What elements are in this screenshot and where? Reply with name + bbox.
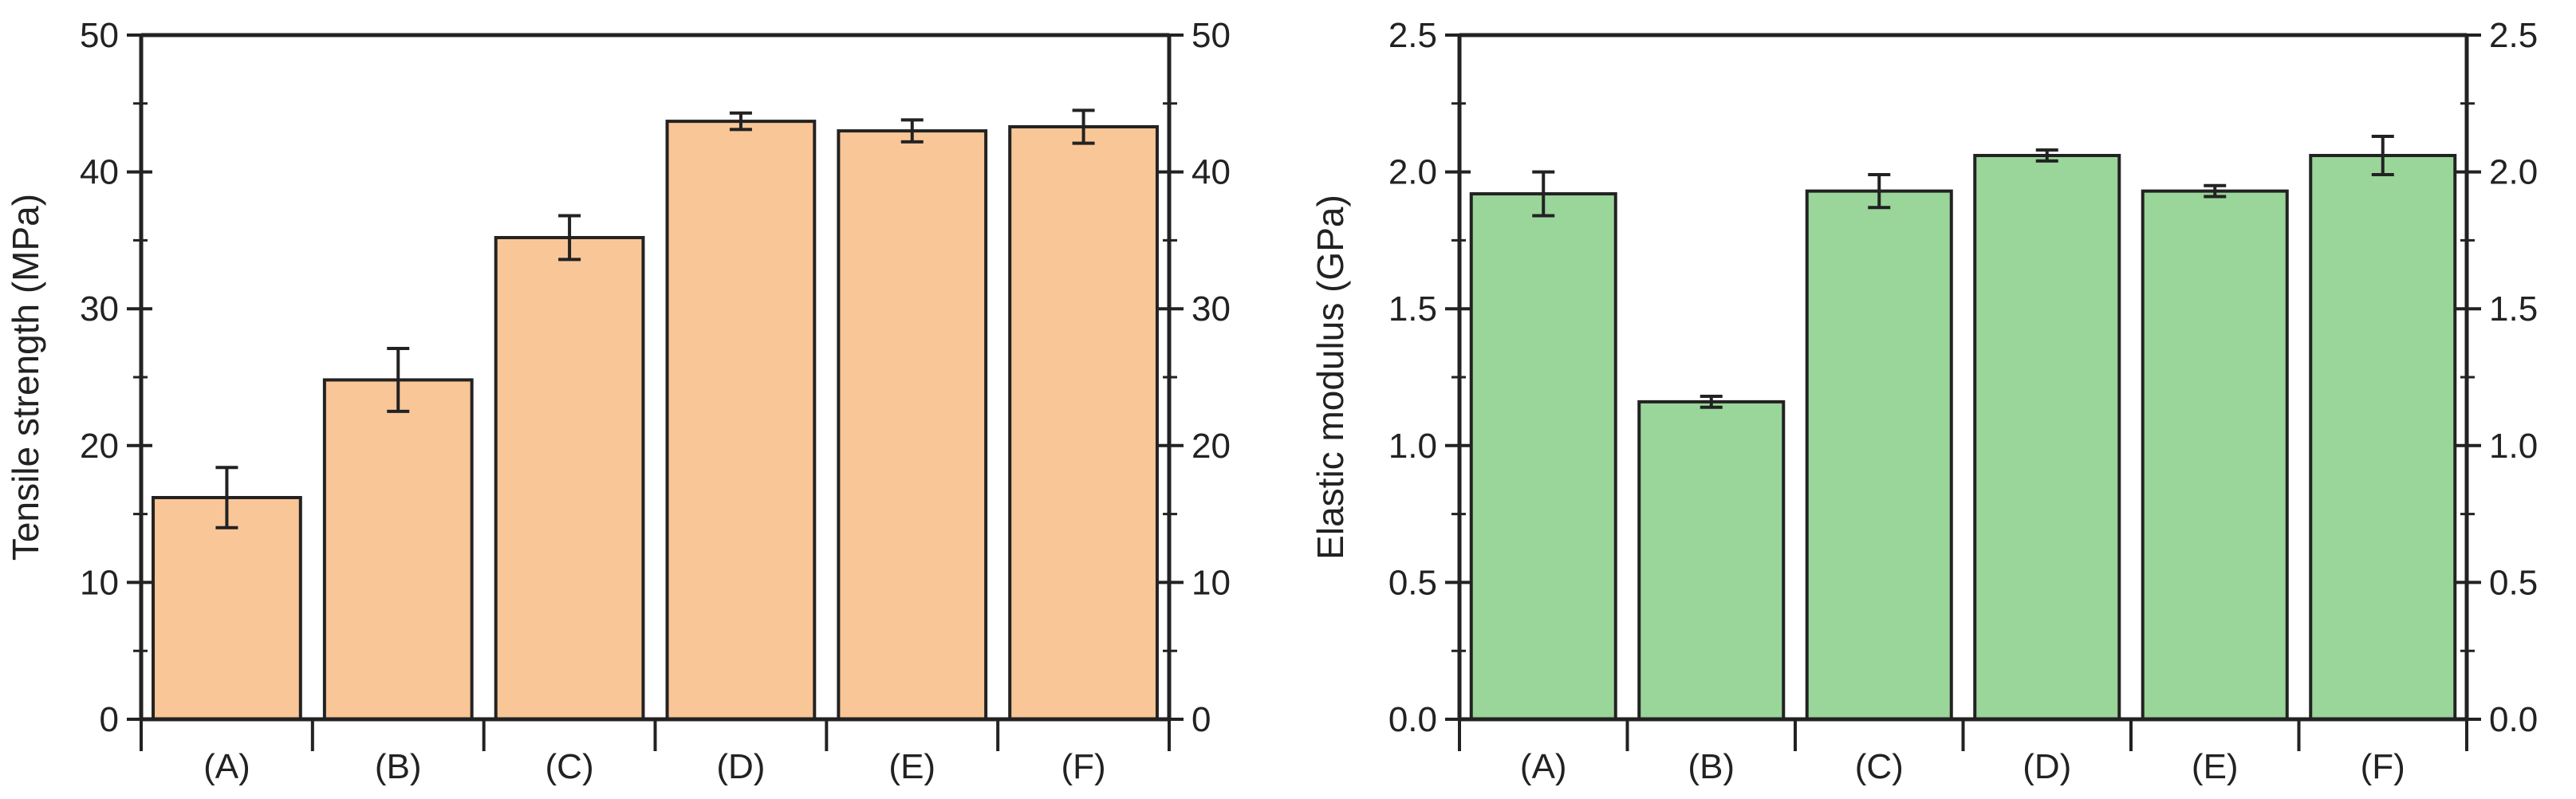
ts-category-label-4: (E) bbox=[888, 747, 935, 786]
em-bar-1 bbox=[1637, 400, 1786, 721]
em-category-label-4: (E) bbox=[2192, 747, 2239, 786]
em-y-tick-label-right-1: 0.5 bbox=[2489, 563, 2538, 602]
em-y-axis-title: Elastic modulus (GPa) bbox=[1310, 195, 1351, 560]
ts-error-bar-0 bbox=[215, 466, 238, 529]
em-error-bar-4 bbox=[2204, 183, 2227, 199]
em-category-label-5: (F) bbox=[2361, 747, 2405, 786]
ts-y-tick-label-left-2: 20 bbox=[80, 427, 119, 466]
em-category-label-3: (D) bbox=[2023, 747, 2071, 786]
em-bar-3 bbox=[1973, 154, 2121, 721]
ts-bar-2 bbox=[494, 235, 645, 721]
ts-bar-0 bbox=[152, 496, 302, 721]
ts-y-tick-label-right-2: 20 bbox=[1191, 427, 1231, 466]
em-y-tick-label-left-2: 1.0 bbox=[1388, 427, 1437, 466]
ts-error-bar-1 bbox=[387, 346, 410, 413]
ts-bar-1 bbox=[322, 378, 474, 721]
em-error-bar-3 bbox=[2035, 148, 2058, 163]
ts-y-tick-label-left-1: 10 bbox=[80, 563, 119, 602]
em-bar-2 bbox=[1805, 189, 1953, 721]
elastic-modulus-chart: (A) (B) (C) (D) (E) (F) 0.0 0.0 0.5 0.5 1.0 1.0 1.5 1… bbox=[1310, 16, 2538, 786]
ts-y-tick-label-right-4: 40 bbox=[1191, 153, 1231, 192]
em-bar-0 bbox=[1469, 192, 1617, 721]
ts-category-label-1: (B) bbox=[375, 747, 422, 786]
em-y-tick-label-right-5: 2.5 bbox=[2489, 16, 2538, 55]
em-y-tick-label-right-0: 0.0 bbox=[2489, 700, 2538, 739]
em-y-tick-label-right-2: 1.0 bbox=[2489, 427, 2538, 466]
em-category-label-1: (B) bbox=[1688, 747, 1735, 786]
em-error-bar-1 bbox=[1700, 395, 1723, 409]
ts-category-label-0: (A) bbox=[203, 747, 250, 786]
em-y-tick-label-left-4: 2.0 bbox=[1388, 153, 1437, 192]
ts-bar-3 bbox=[665, 120, 817, 722]
em-y-tick-label-left-3: 1.5 bbox=[1388, 289, 1437, 329]
ts-y-tick-label-right-0: 0 bbox=[1191, 700, 1211, 739]
em-y-tick-label-left-0: 0.0 bbox=[1388, 700, 1437, 739]
ts-error-bar-4 bbox=[900, 118, 924, 144]
em-category-label-2: (C) bbox=[1855, 747, 1904, 786]
em-y-tick-label-right-3: 1.5 bbox=[2489, 289, 2538, 329]
ts-bar-4 bbox=[837, 129, 988, 721]
ts-category-label-2: (C) bbox=[546, 747, 594, 786]
tensile-strength-chart: (A) (B) (C) (D) (E) (F) 0 0 10 10 20 20 30 30 40 40 50 50… bbox=[5, 16, 1231, 786]
ts-y-tick-label-right-1: 10 bbox=[1191, 563, 1231, 602]
ts-y-tick-label-right-5: 50 bbox=[1191, 16, 1231, 55]
em-y-tick-label-right-4: 2.0 bbox=[2489, 153, 2538, 192]
ts-y-tick-label-left-0: 0 bbox=[100, 700, 119, 739]
em-error-bar-5 bbox=[2371, 134, 2394, 177]
em-category-label-0: (A) bbox=[1520, 747, 1567, 786]
ts-error-bar-3 bbox=[729, 111, 752, 132]
ts-category-label-3: (D) bbox=[716, 747, 765, 786]
ts-error-bar-2 bbox=[558, 214, 581, 262]
ts-bar-5 bbox=[1008, 124, 1159, 722]
em-y-tick-label-left-5: 2.5 bbox=[1388, 16, 1437, 55]
em-y-tick-label-left-1: 0.5 bbox=[1388, 563, 1437, 602]
em-error-bar-0 bbox=[1532, 170, 1555, 218]
ts-y-tick-label-left-5: 50 bbox=[80, 16, 119, 55]
ts-y-tick-label-left-3: 30 bbox=[80, 289, 119, 329]
em-error-bar-2 bbox=[1868, 173, 1891, 210]
ts-y-tick-label-right-3: 30 bbox=[1191, 289, 1231, 329]
ts-error-bar-5 bbox=[1072, 108, 1095, 145]
em-bar-5 bbox=[2309, 154, 2457, 721]
ts-category-label-5: (F) bbox=[1061, 747, 1105, 786]
em-bar-4 bbox=[2141, 189, 2289, 721]
ts-y-tick-label-left-4: 40 bbox=[80, 153, 119, 192]
ts-y-axis-title: Tensile strength (MPa) bbox=[5, 194, 46, 561]
